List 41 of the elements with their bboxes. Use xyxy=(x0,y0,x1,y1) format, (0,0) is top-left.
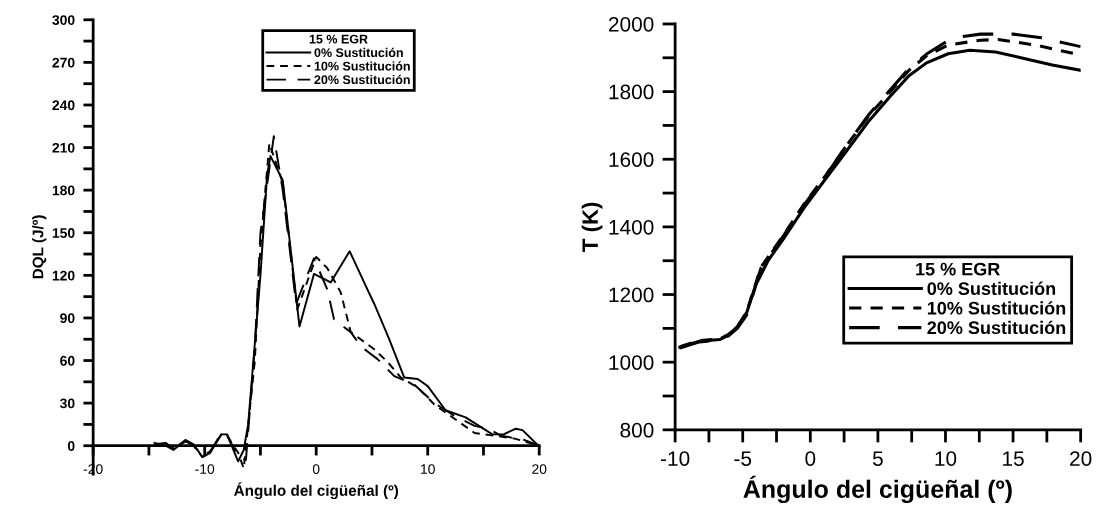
y-tick-label: 2000 xyxy=(609,16,654,32)
y-tick-label: 300 xyxy=(52,15,75,25)
y-tick-label: 0 xyxy=(67,441,75,451)
y-axis-title: DQL (J/º) xyxy=(32,215,47,279)
x-tick-label: 10 xyxy=(421,464,435,474)
y-tick-label: 1400 xyxy=(609,219,654,235)
y-axis-title: T (K) xyxy=(581,202,603,252)
x-tick-label: 20 xyxy=(532,464,547,474)
x-tick-label: 0 xyxy=(805,451,816,466)
legend-title: 15 % EGR xyxy=(916,262,1000,276)
legend-label: 10% Sustitución xyxy=(927,301,1066,315)
y-tick-label: 1000 xyxy=(609,355,654,370)
y-tick-label: 1200 xyxy=(609,287,654,303)
x-tick-label: -5 xyxy=(734,451,752,466)
y-tick-label: 240 xyxy=(52,100,75,111)
y-tick-label: 150 xyxy=(52,228,75,238)
x-axis-title: Ángulo del cigüeñal (º) xyxy=(743,475,1012,504)
x-tick-label: 15 xyxy=(1003,451,1024,466)
y-tick-label: 60 xyxy=(60,355,75,366)
y-tick-label: 120 xyxy=(52,270,75,281)
x-tick-label: 5 xyxy=(872,451,883,466)
legend-label: 10% Sustitución xyxy=(314,61,410,71)
legend-label: 20% Sustitución xyxy=(314,74,410,85)
y-tick-label: 90 xyxy=(60,313,75,324)
legend-label: 20% Sustitución xyxy=(927,320,1066,335)
x-tick-label: -10 xyxy=(661,451,690,466)
x-tick-label: 0 xyxy=(312,464,320,474)
y-tick-label: 270 xyxy=(52,57,75,68)
y-tick-label: 1600 xyxy=(609,152,654,168)
y-tick-label: 180 xyxy=(52,185,75,196)
y-tick-label: 1800 xyxy=(609,84,654,100)
y-tick-label: 800 xyxy=(620,422,654,438)
x-tick-label: 10 xyxy=(935,451,957,466)
legend-title: 15 % EGR xyxy=(309,34,368,44)
x-axis-title: Ángulo del cigüeñal (º) xyxy=(234,482,399,500)
legend-label: 0% Sustitución xyxy=(927,281,1056,296)
y-tick-label: 210 xyxy=(52,142,75,153)
x-tick-label: 20 xyxy=(1070,451,1092,466)
y-tick-label: 30 xyxy=(59,398,75,409)
legend-label: 0% Sustitución xyxy=(314,47,403,58)
x-tick-label: -10 xyxy=(195,464,215,474)
